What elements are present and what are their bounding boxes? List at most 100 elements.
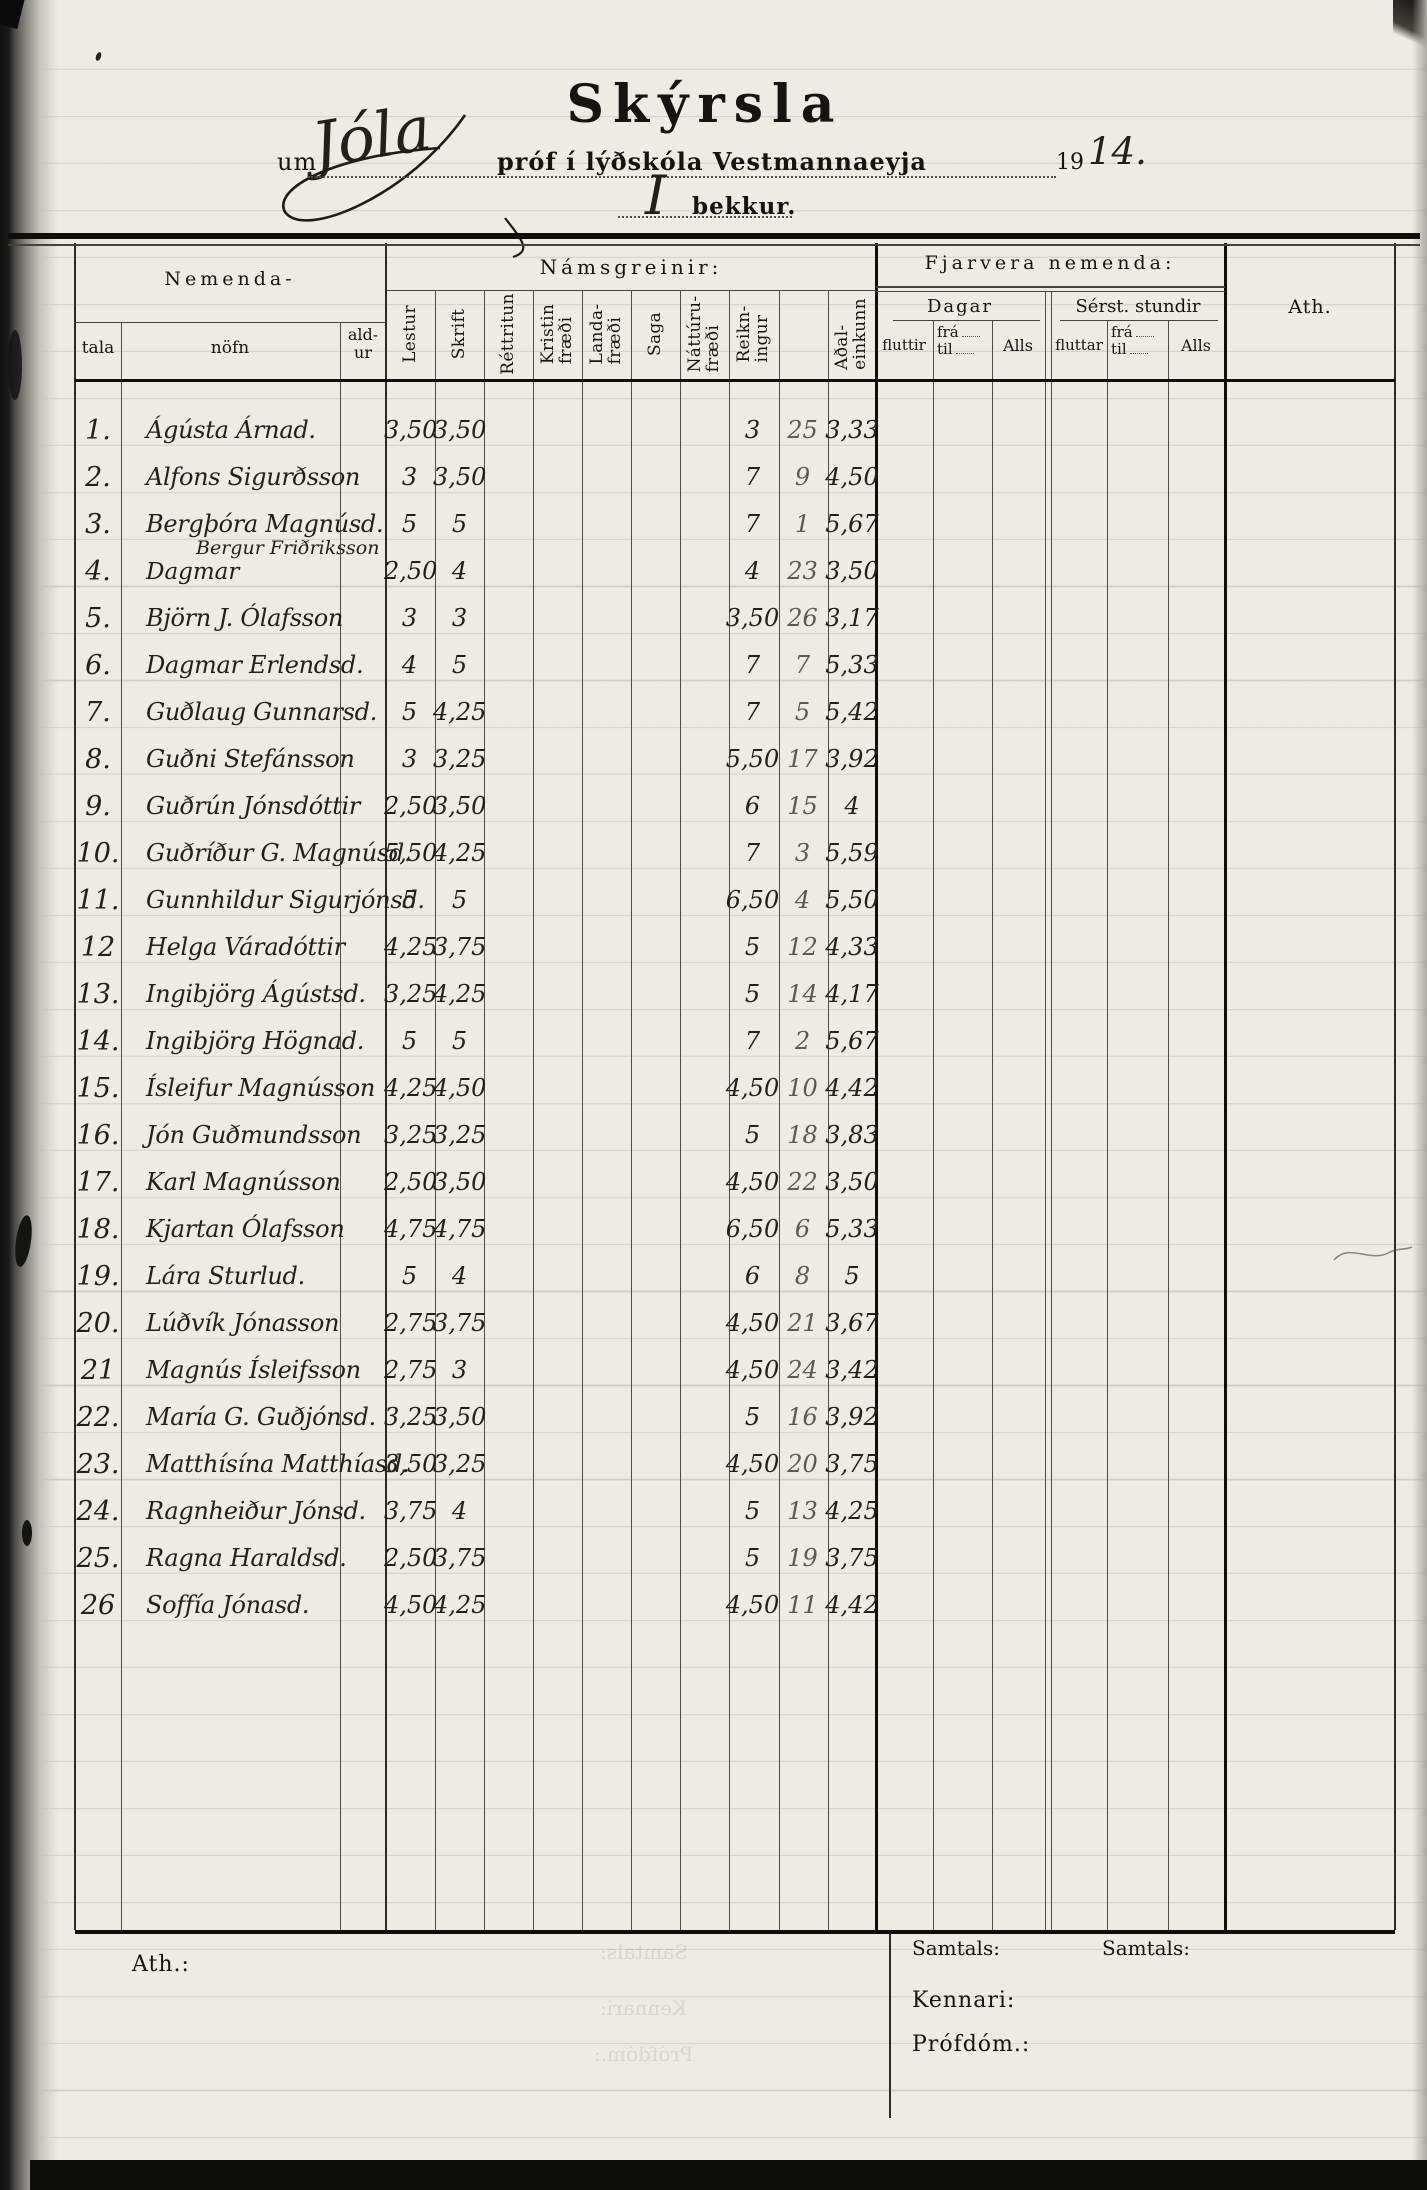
table-horizontal-line: [876, 286, 1225, 288]
subtitle-um: um: [277, 148, 318, 176]
grade-adaleinkunn: 5: [844, 1261, 860, 1290]
student-name: Lára Sturlud.: [146, 1261, 305, 1290]
grade-reikningur: 6: [744, 1261, 761, 1290]
subject-column: Reikn- ingur: [729, 288, 779, 379]
fill-in-line: [308, 176, 1056, 178]
year-printed: 19: [1056, 150, 1084, 175]
column-group-fjarvera: Fjarvera nemenda:: [924, 252, 1176, 274]
grade-reikningur: 7: [744, 650, 761, 679]
row-number: 22.: [76, 1401, 120, 1433]
til-label: til: [937, 340, 953, 358]
row-number: 9.: [85, 790, 111, 822]
handwritten-class: I: [645, 164, 667, 227]
grade-reikningur: 4,50: [725, 1449, 780, 1478]
row-number: 15.: [76, 1072, 120, 1104]
student-name: Ragna Haraldsd.: [146, 1543, 347, 1572]
grade-skrift: 3: [451, 1355, 468, 1384]
rank-number: 26: [787, 603, 818, 632]
grade-skrift: 4: [451, 1261, 468, 1290]
ink-blot: [22, 1520, 32, 1546]
column-header-fluttar: fluttar: [1055, 336, 1103, 354]
student-row: 16. Jón Guðmundsson 3,25 3,25 5 18 3,83: [0, 1112, 1427, 1159]
student-name: Guðlaug Gunnarsd.: [146, 697, 378, 726]
grade-reikningur: 5: [744, 1496, 761, 1525]
rank-number: 17: [787, 744, 818, 773]
column-header-aldur: ald- ur: [347, 325, 379, 362]
bleed-through-text: Kennari:: [600, 1996, 687, 2020]
grade-lestur: 5: [401, 697, 418, 726]
grade-skrift: 3,75: [433, 1308, 487, 1337]
grade-lestur: 2,75: [384, 1355, 438, 1384]
grade-skrift: 3,50: [433, 415, 487, 444]
student-name: Guðríður G. Magnúsd.: [146, 838, 412, 867]
table-vertical-line: [1044, 291, 1046, 1930]
student-row: 3. Bergþóra Magnúsd. 5 5 7 1 5,67: [0, 501, 1427, 548]
table-horizontal-line: [893, 320, 1040, 321]
row-number: 2.: [85, 461, 111, 493]
row-number: 3.: [85, 508, 111, 540]
column-header-alls: Alls: [1181, 336, 1211, 355]
row-number: 24.: [76, 1495, 120, 1527]
student-name: Lúðvík Jónasson: [146, 1308, 340, 1337]
grade-lestur: 3: [401, 603, 418, 632]
table-vertical-line: [120, 322, 122, 1930]
rank-number: 18: [787, 1120, 818, 1149]
grade-lestur: 4,75: [384, 1214, 438, 1243]
fill-in-line: [1135, 325, 1154, 337]
rank-number: 16: [787, 1402, 818, 1431]
grade-reikningur: 7: [744, 462, 761, 491]
column-header-fra-til: frá til: [1111, 324, 1154, 358]
row-number: 11.: [76, 884, 120, 916]
page-edge-shadow: [1411, 0, 1427, 2190]
rank-number: 8: [794, 1261, 811, 1290]
grade-reikningur: 5,50: [725, 744, 780, 773]
subject-column-header: Saga: [644, 311, 665, 356]
row-number: 4.: [85, 555, 111, 587]
student-row: 4. Bergur Friðriksson Dagmar 2,50 4 4 23 3,50: [0, 538, 1427, 595]
grade-skrift: 5: [451, 885, 468, 914]
grade-adaleinkunn: 4,42: [825, 1073, 879, 1102]
table-vertical-line: [991, 320, 993, 1930]
rank-number: 11: [787, 1590, 818, 1619]
subject-column: Aðal- einkunn: [828, 288, 876, 379]
table-vertical-line: [778, 290, 780, 1930]
table-vertical-line: [74, 243, 76, 1930]
fill-in-line: [961, 325, 980, 337]
grade-skrift: 4,25: [433, 838, 487, 867]
table-vertical-line: [1106, 320, 1108, 1930]
student-name: Ísleifur Magnússon: [146, 1073, 376, 1102]
column-group-namsgreinir: Námsgreinir:: [539, 255, 723, 279]
student-name: Ingibjörg Högnad.: [146, 1026, 365, 1055]
grade-adaleinkunn: 3,17: [825, 603, 879, 632]
grade-reikningur: 4,50: [725, 1073, 780, 1102]
subject-column: Landa- fræði: [582, 288, 631, 379]
grade-skrift: 5: [451, 509, 468, 538]
table-horizontal-line: [386, 290, 876, 291]
subject-column-header: Reikn- ingur: [734, 304, 772, 363]
rank-number: 14: [787, 979, 818, 1008]
student-name: Ingibjörg Ágústsd.: [146, 979, 366, 1008]
row-number: 17.: [76, 1166, 120, 1198]
row-number: 23.: [76, 1448, 120, 1480]
grade-adaleinkunn: 3,75: [825, 1449, 879, 1478]
column-header-tala: tala: [81, 338, 115, 358]
student-name: Matthísína Matthíasd.: [146, 1449, 410, 1478]
student-name: Kjartan Ólafsson: [146, 1214, 345, 1243]
row-number: 7.: [85, 696, 111, 728]
grade-skrift: 3,25: [433, 1120, 487, 1149]
handwriting-flourish: [282, 114, 525, 259]
grade-adaleinkunn: 3,50: [825, 1167, 879, 1196]
student-name: Jón Guðmundsson: [146, 1120, 362, 1149]
footer-profdom-label: Prófdóm.:: [912, 2032, 1031, 2057]
row-number: 26: [80, 1589, 116, 1621]
grade-reikningur: 5: [744, 1120, 761, 1149]
grade-reikningur: 7: [744, 838, 761, 867]
table-vertical-line: [630, 290, 632, 1930]
student-name: Dagmar Erlendsd.: [146, 650, 364, 679]
subject-column-header: Skrift: [448, 308, 469, 359]
subject-column-header: Aðal- einkunn: [832, 297, 870, 370]
table-vertical-line: [1394, 243, 1396, 1930]
row-number: 8.: [85, 743, 111, 775]
grade-adaleinkunn: 3,75: [825, 1543, 879, 1572]
grade-adaleinkunn: 3,83: [825, 1120, 879, 1149]
